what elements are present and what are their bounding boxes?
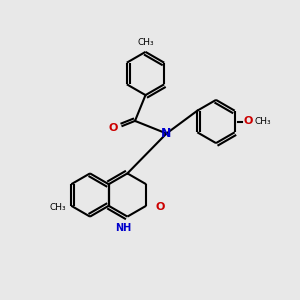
Text: CH₃: CH₃: [254, 117, 271, 126]
Text: O: O: [243, 116, 252, 127]
Text: O: O: [156, 202, 165, 212]
Text: CH₃: CH₃: [49, 203, 66, 212]
Text: O: O: [109, 123, 118, 133]
Text: CH₃: CH₃: [137, 38, 154, 46]
Text: N: N: [161, 127, 172, 140]
Text: NH: NH: [115, 223, 131, 233]
